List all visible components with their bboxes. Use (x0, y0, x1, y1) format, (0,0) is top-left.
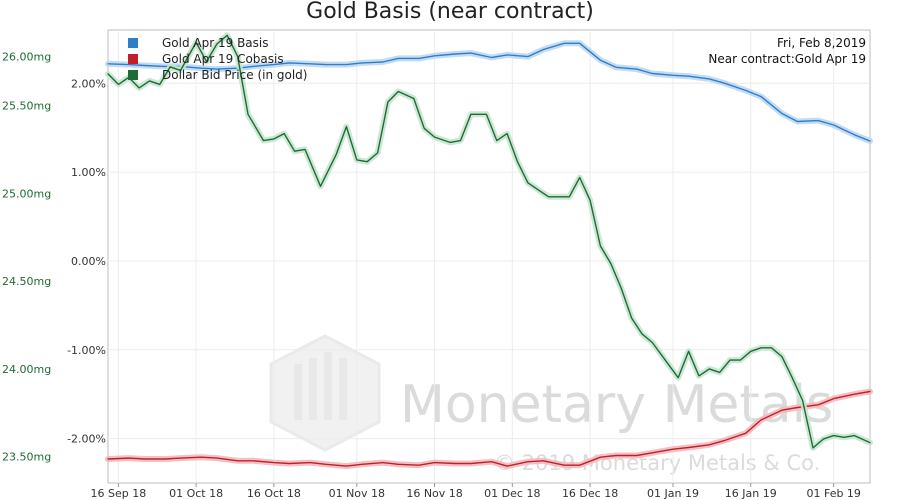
pct-tick-label-1: 1.00% (71, 166, 106, 179)
series-cobasis-line (107, 390, 871, 467)
mg-tick-label-1: 25.50mg (2, 100, 51, 113)
left-axis-ticks: 26.00mg 25.50mg 25.00mg 24.50mg 24.00mg 23.50… (2, 50, 51, 463)
x-tick-label-4: 16 Nov 18 (406, 487, 462, 500)
mg-tick-label-3: 24.50mg (2, 275, 51, 288)
mg-tick-label-5: 23.50mg (2, 451, 51, 464)
mg-tick-label-4: 24.00mg (2, 363, 51, 376)
chart-title: Gold Basis (near contract) (306, 0, 594, 24)
watermark-logo-icon (269, 334, 381, 452)
series-dollar-line (107, 34, 871, 449)
gridlines (108, 30, 870, 483)
pct-tick-label-4: -2.00% (67, 433, 106, 446)
x-tick-label-1: 01 Oct 18 (169, 487, 223, 500)
x-tick-label-8: 16 Jan 19 (725, 487, 777, 500)
x-tick-label-9: 01 Feb 19 (806, 487, 860, 500)
contract-note: Near contract:Gold Apr 19 (708, 52, 866, 66)
watermark-brand: Monetary Metals (400, 375, 833, 435)
pct-tick-label-2: 0.00% (71, 255, 106, 268)
watermark: Monetary Metals © 2019 Monetary Metals &… (269, 334, 833, 475)
x-tick-label-6: 16 Dec 18 (562, 487, 618, 500)
series-layer (105, 32, 873, 470)
mg-tick-label-2: 25.00mg (2, 187, 51, 200)
mg-tick-label-0: 26.00mg (2, 50, 51, 63)
legend-label-dollar: Dollar Bid Price (in gold) (162, 68, 307, 82)
x-tick-label-3: 01 Nov 18 (329, 487, 385, 500)
x-tick-label-5: 01 Dec 18 (484, 487, 540, 500)
date-note: Fri, Feb 8,2019 (777, 36, 866, 50)
plot-frame (107, 29, 871, 484)
x-axis-ticks: 16 Sep 18 01 Oct 18 16 Oct 18 01 Nov 18 16 N… (91, 483, 861, 500)
x-tick-label-7: 01 Jan 19 (647, 487, 699, 500)
x-tick-label-2: 16 Oct 18 (247, 487, 301, 500)
x-tick-label-0: 16 Sep 18 (91, 487, 147, 500)
legend-label-cobasis: Gold Apr 19 Cobasis (162, 52, 284, 66)
legend: Gold Apr 19 Basis Gold Apr 19 Cobasis Do… (128, 36, 307, 82)
right-axis-ticks: 2.00% 1.00% 0.00% -1.00% -2.00% (67, 77, 106, 445)
legend-label-basis: Gold Apr 19 Basis (162, 36, 269, 50)
legend-swatch-dollar (128, 70, 138, 80)
pct-tick-label-0: 2.00% (71, 77, 106, 90)
legend-swatch-basis (128, 38, 138, 48)
pct-tick-label-3: -1.00% (67, 344, 106, 357)
legend-swatch-cobasis (128, 54, 138, 64)
